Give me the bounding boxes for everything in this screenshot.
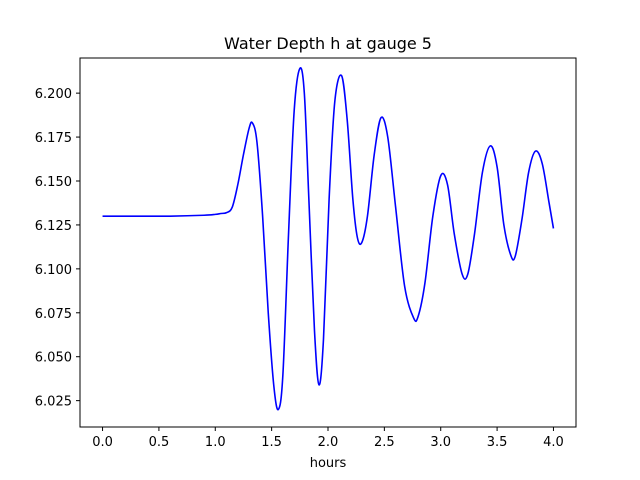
x-axis: 0.0 0.5 1.0 1.5 2.0 2.5 3.0 3.5 4.0 (92, 427, 564, 450)
y-tick-label: 6.075 (35, 307, 72, 322)
x-tick-label: 0.5 (149, 435, 170, 450)
y-tick-label: 6.050 (35, 351, 72, 366)
x-axis-label: hours (310, 456, 347, 471)
y-tick-label: 6.150 (35, 175, 72, 190)
y-tick-label: 6.125 (35, 219, 72, 234)
x-tick-label: 2.5 (374, 435, 395, 450)
y-tick-label: 6.200 (35, 87, 72, 102)
x-tick-label: 1.5 (261, 435, 282, 450)
x-tick-label: 3.0 (430, 435, 451, 450)
x-tick-label: 4.0 (543, 435, 564, 450)
x-tick-label: 1.0 (205, 435, 226, 450)
x-tick-label: 2.0 (318, 435, 339, 450)
x-tick-label: 0.0 (92, 435, 113, 450)
y-tick-label: 6.100 (35, 263, 72, 278)
series-layer (102, 67, 555, 411)
y-tick-label: 6.175 (35, 131, 72, 146)
y-axis: 6.025 6.050 6.075 6.100 6.125 6.150 6.175 6.200 (35, 87, 80, 410)
water-depth-series-line (102, 67, 555, 411)
chart-title: Water Depth h at gauge 5 (224, 34, 432, 53)
x-tick-label: 3.5 (487, 435, 508, 450)
y-tick-label: 6.025 (35, 395, 72, 410)
